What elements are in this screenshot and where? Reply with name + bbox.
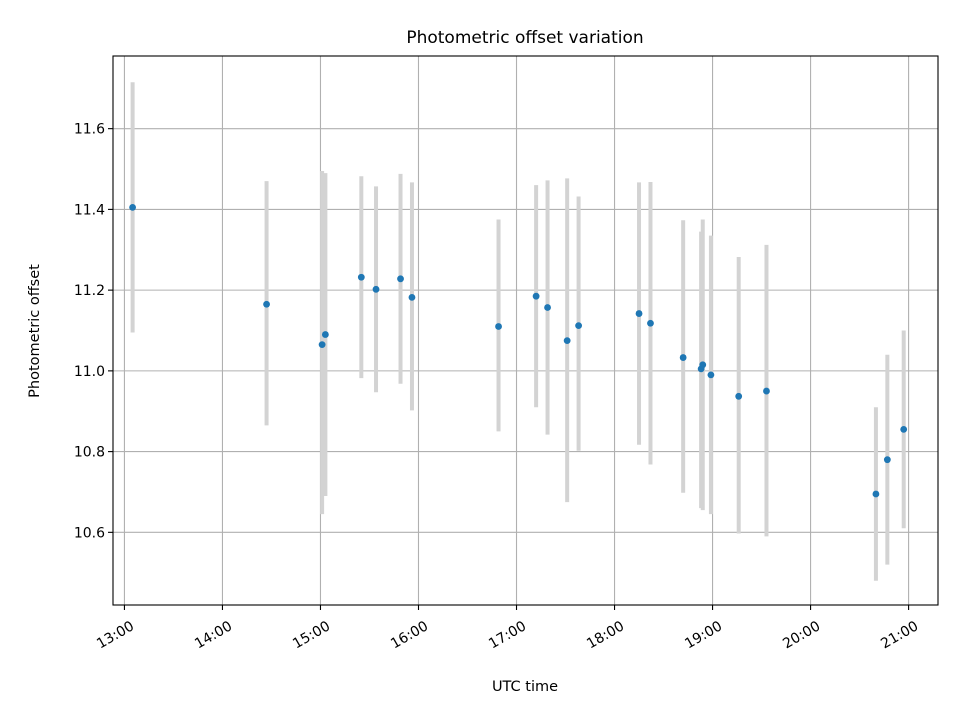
grid-layer bbox=[113, 56, 938, 605]
plot-frame bbox=[112, 55, 939, 606]
data-point bbox=[679, 354, 687, 361]
point-layer bbox=[129, 203, 908, 498]
data-point bbox=[372, 285, 380, 293]
y-tick-label: 11.6 bbox=[74, 122, 105, 138]
data-point bbox=[883, 456, 891, 464]
data-point bbox=[544, 304, 551, 311]
data-point bbox=[321, 331, 329, 338]
data-point bbox=[763, 387, 770, 395]
data-point bbox=[532, 292, 540, 300]
data-point bbox=[495, 323, 502, 330]
chart-title: Photometric offset variation bbox=[406, 28, 643, 48]
y-tick-label: 10.8 bbox=[74, 445, 105, 461]
x-axis-label: UTC time bbox=[492, 679, 558, 695]
data-point bbox=[647, 319, 654, 327]
data-point bbox=[635, 310, 643, 317]
data-point bbox=[318, 341, 326, 349]
y-axis-label: Photometric offset bbox=[27, 264, 43, 398]
data-point bbox=[408, 293, 416, 301]
data-point bbox=[357, 273, 365, 281]
data-point bbox=[872, 490, 880, 498]
data-point bbox=[129, 203, 137, 211]
y-tick-label: 10.6 bbox=[74, 525, 105, 541]
y-tick-label: 11.0 bbox=[74, 364, 105, 380]
y-tick-label: 11.4 bbox=[74, 202, 105, 218]
data-point bbox=[900, 426, 908, 433]
data-point bbox=[575, 322, 582, 330]
data-point bbox=[735, 392, 743, 400]
data-point bbox=[397, 275, 404, 283]
y-axis-ticks: 10.6 10.8 11.0 11.2 11.4 11.6 bbox=[74, 122, 113, 541]
data-point bbox=[263, 300, 270, 308]
data-point bbox=[563, 337, 571, 344]
data-point bbox=[707, 371, 715, 379]
y-tick-label: 11.2 bbox=[74, 283, 105, 299]
data-point bbox=[699, 361, 707, 369]
